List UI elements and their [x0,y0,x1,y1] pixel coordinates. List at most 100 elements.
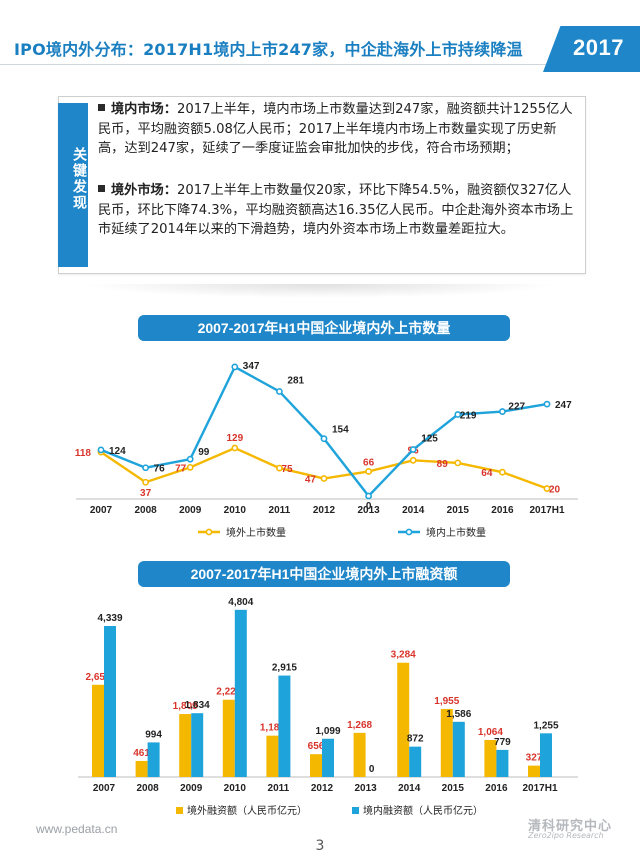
data-point [409,456,417,464]
data-label: 20 [549,485,561,496]
data-point [275,464,283,472]
domestic-keyword: 境内市场： [111,102,177,117]
data-point [409,446,417,453]
data-label: 219 [460,411,477,422]
bar [104,626,116,777]
data-label: 327 [526,753,543,764]
data-point [365,468,372,475]
data-label: 76 [154,464,166,475]
legend-marker [405,528,413,536]
x-tick-label: 2008 [134,505,157,516]
data-point [275,388,283,395]
logo-en-text: Zero2ipo Research [528,831,604,840]
data-point [231,363,239,371]
data-label: 129 [226,433,243,444]
x-tick-label: 2017H1 [529,505,564,516]
bar [409,746,422,777]
bullet-icon [98,104,105,111]
x-tick-label: 2015 [447,505,470,516]
page-number: 3 [315,838,325,854]
bar [397,662,410,777]
bar [135,760,148,777]
legend-label: 境外融资额（人民币亿元） [187,804,307,817]
bar-chart-title: 2007-2017年H1中国企业境内外上市融资额 [138,561,510,587]
data-label: 77 [175,463,187,474]
bar [278,675,291,777]
data-label: 125 [421,434,438,445]
x-tick-label: 2012 [313,505,336,516]
legend-label: 境内上市数量 [426,526,486,539]
x-tick-label: 2015 [442,783,465,794]
x-tick-label: 2009 [179,505,202,516]
bar [310,754,322,777]
x-tick-label: 2014 [402,505,425,516]
bar [322,738,334,777]
data-label: 1,268 [347,720,372,731]
header-divider [0,64,548,65]
data-point [320,435,328,443]
bar [528,765,540,777]
x-tick-label: 2009 [180,783,203,794]
data-point [142,464,149,472]
data-point [543,485,551,492]
bar [440,708,453,777]
data-label: 66 [363,457,375,468]
bar [484,739,497,777]
key-findings-label-text: 关键发现 [71,147,87,211]
bar [234,609,247,777]
x-tick-label: 2013 [354,783,377,794]
x-tick-label: 2010 [224,783,247,794]
x-tick-label: 2007 [93,783,116,794]
data-label: 1,586 [446,709,471,720]
data-label: 0 [369,764,375,775]
series-line [100,446,548,490]
bar [222,699,235,777]
data-label: 347 [243,361,260,372]
data-label: 3,284 [391,650,416,661]
x-tick-label: 2017H1 [522,783,557,794]
bar [179,714,192,777]
data-point [231,444,239,452]
data-label: 247 [555,400,572,411]
data-label: 37 [140,488,152,499]
data-label: 0 [366,501,372,512]
legend-label: 境外上市数量 [226,526,286,539]
data-label: 2,220 [216,687,241,698]
data-point [498,468,506,476]
data-point [365,492,372,500]
data-label: 2,915 [272,663,297,674]
year-badge-text: 2017 [573,35,624,60]
x-tick-label: 2011 [269,505,291,516]
x-tick-label: 2008 [136,783,159,794]
data-label: 1,809 [173,701,198,712]
overseas-keyword: 境外市场： [111,183,177,198]
data-label: 118 [75,448,92,459]
data-label: 994 [145,729,162,740]
data-label: 1,188 [260,723,285,734]
line-chart-title: 2007-2017年H1中国企业境内外上市数量 [138,315,510,341]
data-label: 227 [508,402,525,413]
data-point [543,400,551,408]
bullet-icon [98,185,105,192]
logo-cn-text: 清科研究中心 [528,819,613,834]
data-label: 1,099 [315,726,340,737]
data-point [454,411,462,418]
data-point [142,478,149,486]
x-tick-label: 2007 [90,505,113,516]
bar [266,735,279,777]
bar [147,742,160,777]
data-point [320,475,328,482]
data-point [498,408,506,415]
bar [452,721,465,777]
overseas-text: 2017上半年上市数量仅20家，环比下降54.5%，融资额仅327亿人民币，环比… [98,183,574,237]
bar [92,684,104,777]
data-label: 1,955 [434,696,459,707]
data-label: 4,339 [97,613,122,624]
key-findings-box [58,96,586,274]
data-label: 461 [133,748,150,759]
x-tick-label: 2014 [398,783,421,794]
data-label: 124 [109,446,126,457]
data-label: 47 [305,475,317,486]
overseas-finding: 境外市场：2017上半年上市数量仅20家，环比下降54.5%，融资额仅327亿人… [98,181,574,240]
listing-count-line-chart: 2007 2008 2009 2010 2011 2012 2013 2014 2015 2016… [75,361,578,539]
